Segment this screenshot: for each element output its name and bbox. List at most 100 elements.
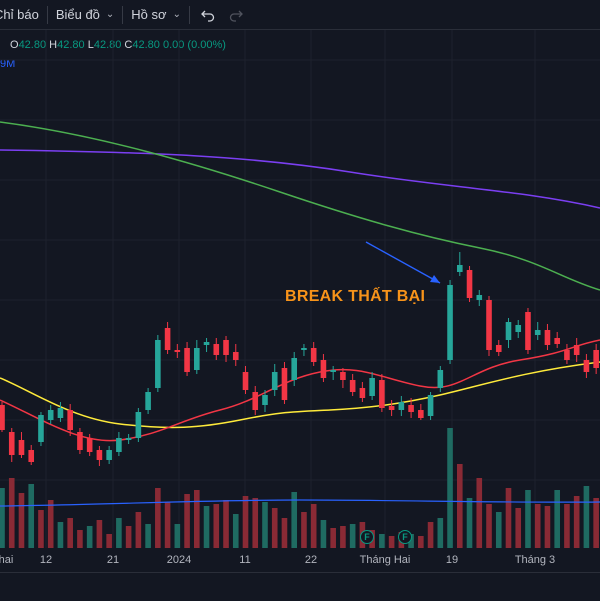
volume-bar xyxy=(418,536,424,548)
candle-body xyxy=(116,438,122,452)
indicators-label: Chỉ báo xyxy=(0,7,39,22)
volume-bar xyxy=(57,522,64,548)
volume-legend: 9M xyxy=(0,58,16,70)
x-axis: hai 12 21 2024 11 22 Tháng Hai 19 Tháng … xyxy=(0,548,600,570)
candle-body xyxy=(57,408,64,418)
candle-body xyxy=(544,330,551,345)
volume-bar xyxy=(554,490,560,548)
candle-body xyxy=(593,350,599,368)
candle-body xyxy=(232,352,239,360)
chart-type-button[interactable]: Biểu đồ ⌄ xyxy=(48,0,122,30)
volume-bar xyxy=(67,518,73,548)
candle-body xyxy=(495,345,502,352)
candle-body xyxy=(125,438,132,440)
volume-bar xyxy=(106,534,112,548)
candle-body xyxy=(203,342,210,345)
flag-marker[interactable]: F xyxy=(398,530,412,544)
candle-body xyxy=(349,380,356,392)
profile-button[interactable]: Hồ sơ ⌄ xyxy=(123,0,189,30)
volume-bar xyxy=(301,512,307,548)
volume-bar xyxy=(86,526,93,548)
flag-label: F xyxy=(364,532,370,542)
annotation-text: BREAK THẤT BẠI xyxy=(285,288,426,305)
candle-body xyxy=(252,392,259,410)
volume-bar xyxy=(437,518,444,548)
price-chart[interactable] xyxy=(0,30,600,548)
volume-bar xyxy=(466,498,473,548)
candle-body xyxy=(466,270,473,298)
volume-bar xyxy=(96,520,103,548)
volume-bar xyxy=(252,498,259,548)
redo-button[interactable] xyxy=(222,0,250,30)
ma-fast-line xyxy=(0,339,600,442)
volume-bar xyxy=(505,488,512,548)
chevron-down-icon: ⌄ xyxy=(105,9,115,20)
candle-body xyxy=(164,328,171,350)
close-key: C xyxy=(124,39,133,51)
volume-bar xyxy=(408,534,414,548)
chart-grid xyxy=(0,30,600,548)
volume-bar xyxy=(447,428,453,548)
candle-body xyxy=(86,438,93,452)
volume-bar xyxy=(203,506,210,548)
chart-type-label: Biểu đồ xyxy=(55,7,100,22)
candle-body xyxy=(8,432,15,455)
volume-bar xyxy=(0,488,5,548)
volume-bar xyxy=(155,488,161,548)
volume-bar xyxy=(77,530,83,548)
candle-body xyxy=(534,330,541,335)
volume-bar xyxy=(495,512,502,548)
volume-bar xyxy=(135,512,142,548)
bottom-bar xyxy=(0,572,600,601)
volume-bar xyxy=(525,490,531,548)
low-value: 42.80 xyxy=(93,39,122,51)
volume-bar xyxy=(379,534,385,548)
annotation-arrow xyxy=(365,241,441,284)
candle-body xyxy=(242,372,249,390)
volume-bar xyxy=(320,520,327,548)
volume-bar xyxy=(534,504,541,548)
low-key: L xyxy=(87,39,94,51)
volume-bar xyxy=(564,504,570,548)
candle-body xyxy=(505,322,512,340)
chevron-down-icon: ⌄ xyxy=(172,9,181,20)
volume-bar xyxy=(213,504,220,548)
profile-label: Hồ sơ xyxy=(131,7,167,22)
candle-body xyxy=(67,410,73,430)
volume-bar xyxy=(583,486,590,548)
candle-body xyxy=(525,312,531,350)
redo-icon xyxy=(229,10,243,22)
volume-bar xyxy=(515,508,522,548)
x-axis-label: Tháng Hai xyxy=(359,554,411,566)
volume-bar xyxy=(116,518,122,548)
indicators-button[interactable]: Chỉ báo xyxy=(0,0,47,30)
ma-long-line xyxy=(0,149,600,209)
undo-button[interactable] xyxy=(194,0,222,30)
candle-body xyxy=(135,412,142,438)
flag-marker[interactable]: F xyxy=(360,530,374,544)
volume-bar xyxy=(8,478,15,548)
x-axis-label: 2024 xyxy=(166,554,192,566)
candle-body xyxy=(174,350,181,352)
candle-body xyxy=(38,415,44,442)
candle-body xyxy=(447,285,453,360)
undo-icon xyxy=(201,10,215,22)
x-axis-label: 12 xyxy=(39,554,53,566)
candle-body xyxy=(310,348,317,362)
candle-body xyxy=(369,378,375,396)
volume-bar xyxy=(593,498,599,548)
ma-mid-line xyxy=(0,361,600,429)
volume-bar xyxy=(38,510,44,548)
candle-body xyxy=(145,392,151,410)
top-toolbar: Chỉ báo Biểu đồ ⌄ Hồ sơ ⌄ xyxy=(0,0,600,30)
x-axis-label: 11 xyxy=(239,554,251,566)
volume-bar xyxy=(194,490,200,548)
x-axis-label: Tháng 3 xyxy=(514,554,556,566)
open-key: O xyxy=(10,39,19,51)
candle-body xyxy=(418,410,424,418)
candle-body xyxy=(281,368,288,400)
volume-bar xyxy=(184,494,190,548)
volume-bar xyxy=(340,526,346,548)
volume-bar xyxy=(427,522,434,548)
candle-body xyxy=(408,405,414,412)
